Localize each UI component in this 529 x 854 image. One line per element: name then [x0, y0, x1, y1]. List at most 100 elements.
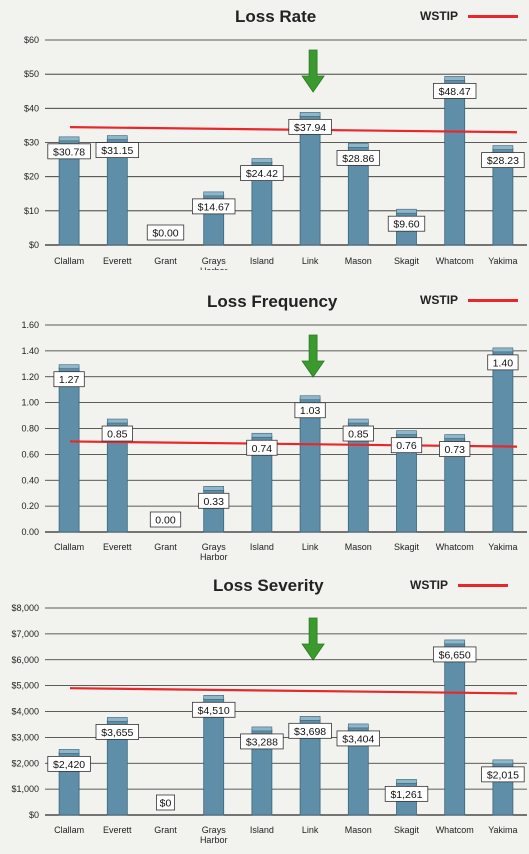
data-label-box — [47, 143, 91, 160]
x-tick-label: Grant — [154, 542, 177, 552]
x-tick-label: Whatcom — [436, 542, 474, 552]
bar-cap — [396, 208, 417, 214]
y-tick-label: 1.60 — [21, 320, 39, 330]
bar-cap — [203, 191, 224, 197]
bar — [299, 114, 321, 246]
data-label: $9.60 — [393, 219, 419, 231]
x-tick-label: Link — [302, 256, 319, 266]
x-tick-label: Everett — [103, 256, 132, 266]
bar-cap — [444, 434, 466, 439]
data-label-box — [336, 730, 380, 747]
bar-cap — [396, 430, 417, 435]
data-label: 1.27 — [59, 374, 80, 386]
data-label: $37.94 — [294, 122, 326, 134]
bar-cap — [251, 432, 273, 438]
x-tick-label: Whatcom — [436, 825, 474, 835]
bar-cap — [347, 723, 369, 729]
x-tick-label: Clallam — [54, 256, 84, 266]
bar-cap — [58, 364, 80, 369]
y-tick-label: $5,000 — [11, 681, 39, 691]
data-label: $28.23 — [487, 155, 519, 167]
x-tick-label: Mason — [345, 825, 372, 835]
highlight-arrow-icon — [301, 617, 325, 661]
chart-legend: WSTIP — [410, 578, 508, 592]
data-label-box — [246, 439, 278, 456]
chart-legend: WSTIP — [420, 293, 518, 307]
y-tick-label: 0.60 — [21, 449, 39, 459]
x-tick-label: Island — [250, 256, 274, 266]
data-label: $28.86 — [342, 153, 374, 165]
data-label: $0.00 — [152, 228, 178, 240]
data-label: $30.78 — [53, 146, 85, 158]
data-label-box — [191, 701, 236, 718]
x-tick-label: Skagit — [394, 256, 420, 266]
data-label-box — [288, 722, 332, 739]
data-label-box — [384, 785, 429, 802]
y-tick-label: $7,000 — [11, 629, 39, 639]
x-tick-label: Link — [302, 825, 319, 835]
y-tick-label: 0.20 — [21, 501, 39, 511]
data-label: 1.40 — [493, 357, 514, 369]
data-label-box — [47, 755, 91, 772]
bar-cap — [299, 112, 321, 117]
y-tick-label: $40 — [24, 103, 39, 113]
legend-label: WSTIP — [420, 293, 458, 307]
bar — [444, 78, 466, 246]
data-label-box — [336, 149, 380, 166]
y-tick-label: $0 — [29, 240, 39, 250]
data-label-box — [101, 425, 133, 442]
y-tick-label: $3,000 — [11, 732, 39, 742]
x-tick-label: Grant — [154, 256, 177, 266]
data-label-box — [390, 437, 423, 454]
bar — [299, 398, 321, 533]
data-label: 0.33 — [203, 496, 224, 508]
loss-severity-chart: $0 $1,000 $2,000 $3,000 $4,000 $5,000 $6,000 $7… — [11, 603, 527, 845]
x-tick-label: Link — [302, 542, 319, 552]
bar-cap — [396, 779, 417, 784]
data-label-box — [432, 646, 477, 663]
data-label-box — [149, 511, 182, 528]
y-tick-label: $8,000 — [11, 603, 39, 613]
bar-cap — [203, 486, 224, 491]
data-label: $0 — [160, 798, 172, 810]
x-tick-label: Yakima — [488, 825, 517, 835]
x-tick-label: Mason — [345, 256, 372, 266]
data-label-box — [146, 224, 185, 241]
legend-line-swatch — [458, 583, 508, 587]
bar-cap — [492, 145, 514, 150]
legend-label: WSTIP — [420, 9, 458, 23]
data-label-box — [53, 371, 85, 388]
bar-cap — [107, 135, 128, 140]
bar-cap — [492, 347, 514, 353]
data-label: $2,015 — [487, 769, 519, 781]
data-label-box — [155, 794, 175, 811]
legend-line-swatch — [468, 14, 518, 18]
data-label: 0.76 — [396, 440, 417, 452]
loss-frequency-chart: 0.00 0.20 0.40 0.60 0.80 1.00 1.20 1.40 1.60 1.27… — [21, 320, 527, 562]
data-label-box — [288, 118, 332, 135]
highlight-arrow-icon — [301, 334, 325, 378]
data-label-box — [481, 766, 525, 783]
data-label-box — [481, 152, 525, 168]
bar — [58, 367, 80, 533]
data-label-box — [342, 425, 374, 442]
data-label-box — [191, 198, 236, 215]
data-label: $3,404 — [342, 733, 374, 745]
data-label: $31.15 — [101, 145, 133, 157]
data-label-box — [487, 354, 519, 371]
bar-cap — [251, 726, 273, 732]
data-label-box — [439, 441, 471, 457]
chart-title: Loss Severity — [213, 576, 324, 595]
data-label-box — [240, 733, 284, 750]
bar-cap — [58, 749, 80, 754]
x-tick-label: Island — [250, 825, 274, 835]
x-tick-label: Skagit — [394, 825, 420, 835]
y-tick-label: 0.00 — [21, 527, 39, 537]
bar-cap — [203, 695, 224, 700]
y-tick-label: 0.80 — [21, 424, 39, 434]
x-tick-label: Everett — [103, 542, 132, 552]
x-tick-label: Yakima — [488, 542, 517, 552]
y-tick-label: $60 — [24, 35, 39, 45]
